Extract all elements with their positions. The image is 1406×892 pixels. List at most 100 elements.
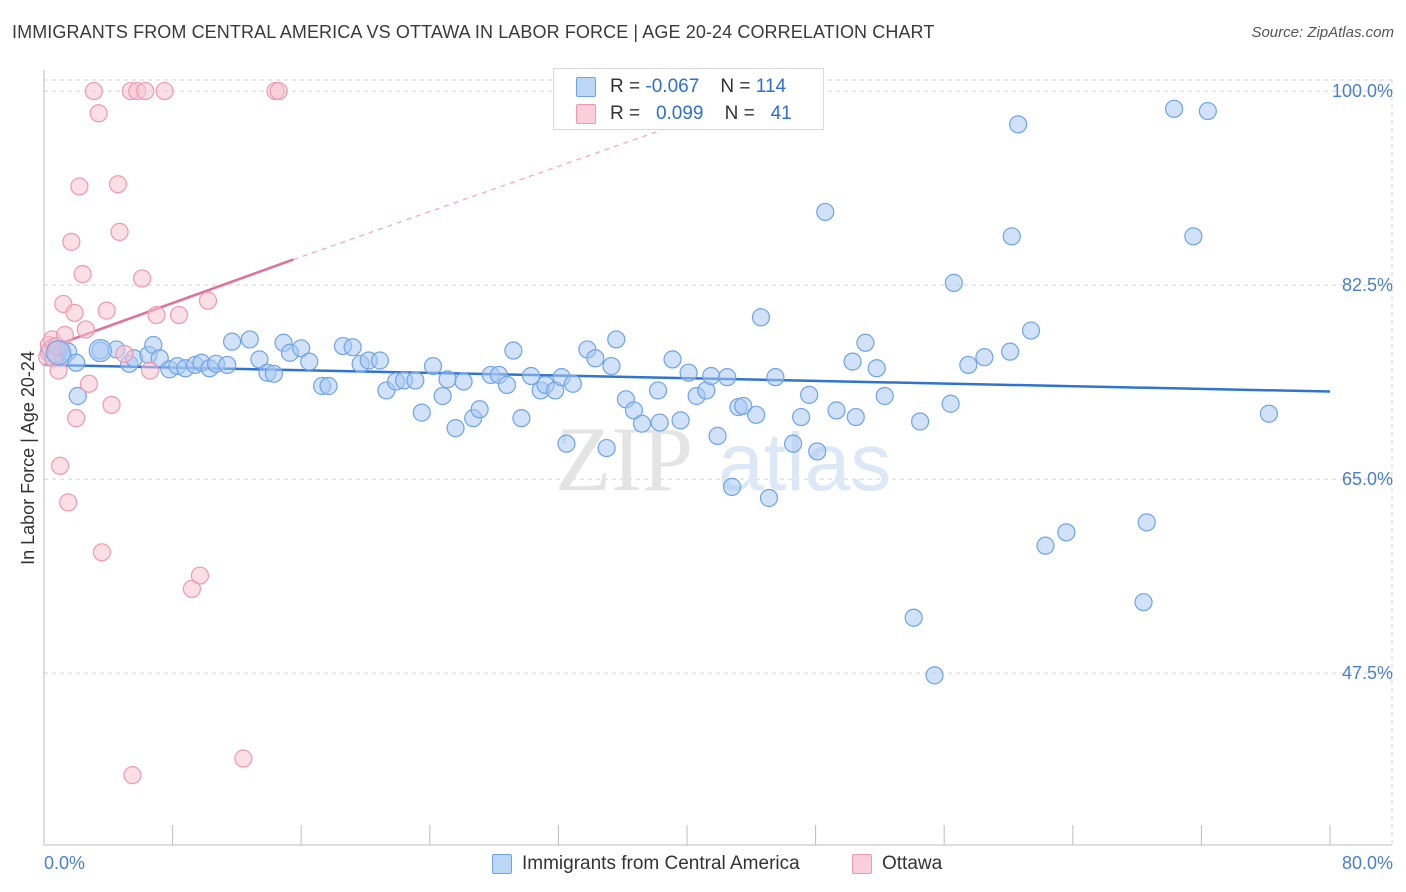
y-tick-label: 47.5% bbox=[1342, 663, 1393, 683]
point-central-america bbox=[663, 350, 682, 369]
point-central-america bbox=[747, 405, 766, 424]
point-central-america bbox=[632, 414, 652, 433]
stats-n-label: N = bbox=[724, 103, 755, 124]
legend-item-central-america[interactable]: Immigrants from Central America bbox=[492, 852, 800, 876]
point-central-america bbox=[650, 413, 669, 432]
point-central-america bbox=[446, 419, 465, 438]
legend-swatch-ottawa bbox=[852, 854, 872, 874]
point-central-america bbox=[867, 359, 886, 378]
point-central-america bbox=[792, 407, 811, 427]
point-central-america bbox=[816, 202, 835, 222]
point-ottawa bbox=[182, 579, 201, 598]
watermark-atlas: atlas bbox=[718, 417, 891, 508]
data-points bbox=[38, 81, 1279, 785]
point-central-america bbox=[586, 349, 605, 368]
point-ottawa bbox=[65, 303, 84, 322]
point-ottawa bbox=[140, 361, 160, 380]
point-central-america bbox=[783, 434, 803, 453]
x-tick-label-min: 0.0% bbox=[44, 853, 85, 873]
point-central-america bbox=[597, 438, 616, 458]
point-central-america bbox=[67, 353, 86, 372]
point-central-america bbox=[557, 434, 576, 453]
point-central-america bbox=[1001, 342, 1020, 361]
stats-row-ottawa: R = 0.099 N = 41 bbox=[576, 102, 792, 126]
point-ottawa bbox=[92, 543, 111, 562]
point-ottawa bbox=[70, 177, 89, 196]
point-central-america bbox=[240, 330, 259, 349]
stats-r-value: 0.099 bbox=[655, 103, 704, 124]
correlation-stats-box: R = -0.067 N = 114 R = 0.099 N = 41 bbox=[553, 68, 824, 130]
point-central-america bbox=[846, 407, 865, 427]
point-central-america bbox=[497, 375, 517, 394]
point-central-america bbox=[648, 381, 668, 400]
y-tick-label: 65.0% bbox=[1342, 469, 1393, 489]
point-central-america bbox=[222, 332, 242, 351]
point-central-america bbox=[218, 355, 237, 375]
point-central-america bbox=[875, 386, 894, 406]
stats-r-value: -0.067 bbox=[645, 76, 700, 97]
point-central-america bbox=[624, 401, 644, 420]
point-central-america bbox=[800, 385, 819, 404]
point-ottawa bbox=[115, 344, 134, 363]
point-central-america bbox=[1137, 513, 1156, 532]
y-axis-title: In Labor Force | Age 20-24 bbox=[18, 351, 38, 565]
point-central-america bbox=[827, 401, 846, 420]
point-ottawa bbox=[108, 175, 128, 194]
point-central-america bbox=[679, 363, 698, 382]
chart-source: Source: ZipAtlas.com bbox=[1251, 24, 1394, 41]
point-central-america bbox=[343, 338, 362, 357]
point-central-america bbox=[702, 366, 721, 386]
legend-label-ottawa: Ottawa bbox=[882, 853, 943, 874]
point-central-america bbox=[470, 400, 489, 419]
stats-r-label: R = bbox=[610, 76, 641, 97]
point-central-america bbox=[412, 403, 431, 422]
point-central-america bbox=[975, 348, 994, 367]
point-ottawa bbox=[89, 104, 108, 123]
point-central-america bbox=[843, 352, 862, 371]
point-central-america bbox=[1002, 227, 1021, 246]
point-central-america bbox=[808, 442, 827, 461]
point-central-america bbox=[708, 426, 727, 445]
point-central-america bbox=[454, 372, 473, 391]
point-ottawa bbox=[190, 566, 210, 585]
point-central-america bbox=[319, 376, 338, 396]
point-central-america bbox=[1134, 593, 1153, 612]
point-central-america bbox=[563, 374, 582, 393]
point-central-america bbox=[264, 364, 283, 383]
point-central-america bbox=[1259, 404, 1279, 423]
point-ottawa bbox=[155, 81, 174, 101]
point-central-america bbox=[250, 350, 269, 369]
y-tick-label: 82.5% bbox=[1342, 275, 1393, 295]
x-tick-label-max: 80.0% bbox=[1342, 853, 1393, 873]
point-central-america bbox=[521, 366, 541, 386]
point-ottawa bbox=[59, 493, 78, 512]
point-central-america bbox=[406, 371, 425, 390]
point-ottawa bbox=[76, 320, 95, 339]
point-ottawa bbox=[67, 409, 86, 428]
point-ottawa bbox=[97, 301, 116, 320]
point-ottawa bbox=[73, 264, 92, 284]
point-central-america bbox=[904, 608, 923, 627]
point-central-america bbox=[734, 396, 753, 416]
stats-swatch-central-america bbox=[576, 77, 596, 97]
point-ottawa bbox=[62, 232, 81, 251]
point-central-america bbox=[718, 368, 737, 387]
point-central-america bbox=[759, 488, 779, 508]
trend-lines bbox=[43, 120, 1331, 393]
point-central-america bbox=[370, 351, 390, 370]
watermark-zip: ZIP bbox=[555, 408, 693, 510]
stats-r-label: R = bbox=[610, 103, 641, 124]
y-tick-label: 100.0% bbox=[1332, 81, 1393, 101]
point-central-america bbox=[1184, 227, 1203, 246]
point-ottawa bbox=[136, 81, 155, 101]
legend-label-central-america: Immigrants from Central America bbox=[522, 853, 800, 874]
point-central-america bbox=[1164, 99, 1184, 118]
point-ottawa bbox=[79, 374, 99, 393]
point-ottawa bbox=[110, 222, 129, 241]
point-central-america bbox=[438, 370, 457, 389]
point-central-america bbox=[722, 477, 742, 496]
stats-swatch-ottawa bbox=[576, 104, 596, 124]
point-central-america bbox=[433, 386, 452, 406]
legend-item-ottawa[interactable]: Ottawa bbox=[852, 852, 942, 876]
